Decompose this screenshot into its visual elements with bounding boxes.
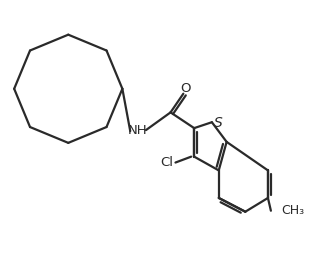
Text: CH₃: CH₃ xyxy=(282,204,305,217)
Text: Cl: Cl xyxy=(160,156,173,169)
Text: O: O xyxy=(180,82,191,95)
Text: NH: NH xyxy=(127,124,147,137)
Text: S: S xyxy=(214,116,223,130)
